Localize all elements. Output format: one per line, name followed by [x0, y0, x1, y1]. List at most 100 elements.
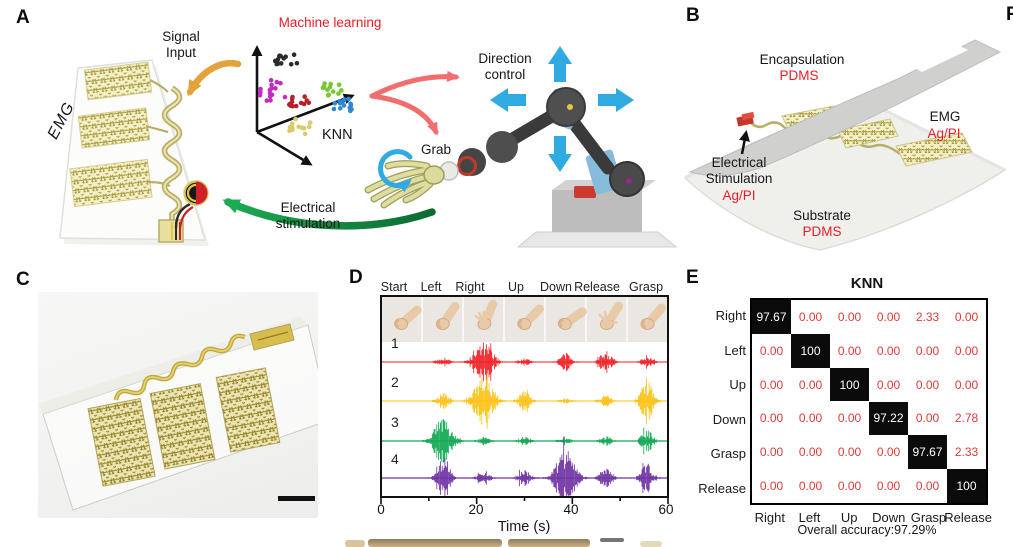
device-photo	[38, 292, 318, 518]
scatter-dot	[349, 107, 354, 112]
matrix-col-label-right: Right	[754, 510, 785, 525]
grab-rotation-arrow	[378, 149, 413, 193]
scatter-dot	[291, 52, 297, 57]
confusion-matrix: 97.67 0.00 0.00 0.00 2.33 0.00 0.00 100 0.00 0.00…	[750, 298, 988, 505]
scatter-dot	[278, 80, 283, 86]
direction-arrows	[490, 46, 634, 172]
emg-layer-label: EMG	[929, 109, 961, 124]
matrix-cell-grasp-grasp: 97.67	[908, 435, 947, 470]
x-tick-40: 40	[563, 502, 579, 517]
matrix-cell-up-down: 0.00	[876, 377, 901, 392]
cropped-panel-sliver	[640, 541, 662, 547]
scatter-dot	[268, 98, 273, 103]
stim-label-line2: Stimulation	[705, 171, 773, 186]
gesture-label-down: Down	[540, 280, 572, 294]
scatter-dot	[294, 60, 300, 66]
trace-number-4: 4	[391, 451, 399, 467]
matrix-col-label-grasp: Grasp	[910, 510, 947, 525]
matrix-cell-down-left: 0.00	[798, 411, 823, 426]
gesture-label-start: Start	[380, 280, 408, 294]
emg-electrode-pads	[69, 61, 153, 208]
scatter-dot	[274, 79, 280, 85]
x-tick-0: 0	[377, 502, 385, 517]
electrical-stimulation-arrow	[222, 198, 436, 230]
scatter-dot	[290, 127, 295, 132]
device-photo-drawing	[38, 317, 318, 511]
x-axis-ticks	[380, 497, 669, 504]
panel-a-label: A	[16, 7, 30, 28]
stim-label-line1: Electrical	[711, 155, 767, 170]
stim-material-label: Ag/PI	[722, 188, 756, 203]
matrix-row-label-up: Up	[729, 377, 746, 392]
scatter-dot	[348, 101, 353, 107]
emg-trace-1	[381, 342, 668, 382]
scatter-dot	[290, 121, 295, 127]
matrix-cell-right-grasp: 2.33	[915, 309, 940, 324]
gesture-photo-left	[435, 302, 460, 330]
matrix-cell-up-release: 0.00	[954, 377, 979, 392]
matrix-cell-down-down: 97.22	[869, 401, 908, 436]
scatter-dot	[322, 81, 327, 86]
scatter-dot	[336, 82, 342, 88]
gesture-label-release: Release	[574, 280, 620, 294]
machine-learning-label: Machine learning	[278, 15, 382, 30]
matrix-cell-left-release: 0.00	[954, 343, 979, 358]
matrix-cell-left-up: 0.00	[837, 343, 862, 358]
matrix-col-label-up: Up	[840, 510, 858, 525]
scatter-dot	[307, 120, 313, 125]
gesture-photo-right	[474, 299, 498, 330]
connector	[158, 180, 209, 243]
matrix-cell-release-right: 0.00	[759, 479, 784, 494]
matrix-cell-release-down: 0.00	[876, 479, 901, 494]
scatter-dot	[332, 100, 338, 106]
matrix-cell-grasp-right: 0.00	[759, 445, 784, 460]
scatter-dot	[281, 56, 287, 61]
matrix-row-label-down: Down	[712, 411, 746, 427]
panel-b-illustration	[683, 39, 1007, 251]
matrix-cell-left-right: 0.00	[759, 343, 784, 358]
gesture-label-grasp: Grasp	[628, 280, 664, 294]
direction-control-label-line2: control	[484, 67, 526, 82]
gesture-label-right: Right	[455, 280, 485, 294]
scatter-dot	[339, 88, 344, 93]
scatter-clusters	[257, 52, 354, 137]
scatter-dot	[269, 82, 274, 88]
matrix-cell-grasp-release: 2.33	[954, 445, 979, 460]
matrix-cell-grasp-up: 0.00	[837, 445, 862, 460]
scatter-dot	[336, 91, 341, 96]
matrix-col-label-release: Release	[944, 510, 992, 525]
trace-number-1: 1	[391, 335, 399, 351]
substrate-label: Substrate	[793, 208, 851, 223]
matrix-cell-down-right: 0.00	[759, 411, 784, 426]
knn-scatter-label: KNN	[322, 127, 353, 143]
panel-f-label: F	[1006, 4, 1013, 25]
scatter-dot	[306, 100, 312, 106]
electrical-stimulation-label-line1: Electrical	[280, 200, 336, 215]
scatter-dot	[267, 87, 273, 93]
matrix-cell-right-up: 0.00	[837, 309, 862, 324]
gesture-photo-down	[557, 307, 587, 330]
scatter-dot	[274, 61, 280, 67]
direction-control-label-line1: Direction	[478, 51, 532, 66]
signal-input-label-line1: Signal	[162, 29, 200, 44]
electrical-stimulation-label-line2: stimulation	[275, 216, 341, 231]
matrix-col-label-left: Left	[798, 510, 821, 525]
emg-trace-4	[381, 436, 668, 497]
matrix-cell-release-left: 0.00	[798, 479, 823, 494]
matrix-cell-up-up: 100	[830, 367, 869, 402]
scatter-dot	[306, 124, 312, 130]
matrix-col-label-down: Down	[872, 510, 906, 525]
matrix-cell-right-release: 0.00	[954, 309, 979, 324]
matrix-cell-release-grasp: 0.00	[915, 479, 940, 494]
scatter-dot	[340, 99, 346, 104]
emg-trace-3	[381, 419, 668, 463]
knn-scatter-plot	[251, 45, 355, 166]
scatter-dot	[331, 106, 337, 112]
robot-arm	[364, 46, 678, 248]
scatter-dot	[293, 103, 299, 109]
matrix-cell-up-grasp: 0.00	[915, 377, 940, 392]
scatter-dot	[264, 98, 270, 103]
gesture-photo-grasp	[640, 303, 666, 330]
gesture-label-left: Left	[420, 280, 442, 294]
cropped-panel-sliver	[508, 539, 590, 547]
